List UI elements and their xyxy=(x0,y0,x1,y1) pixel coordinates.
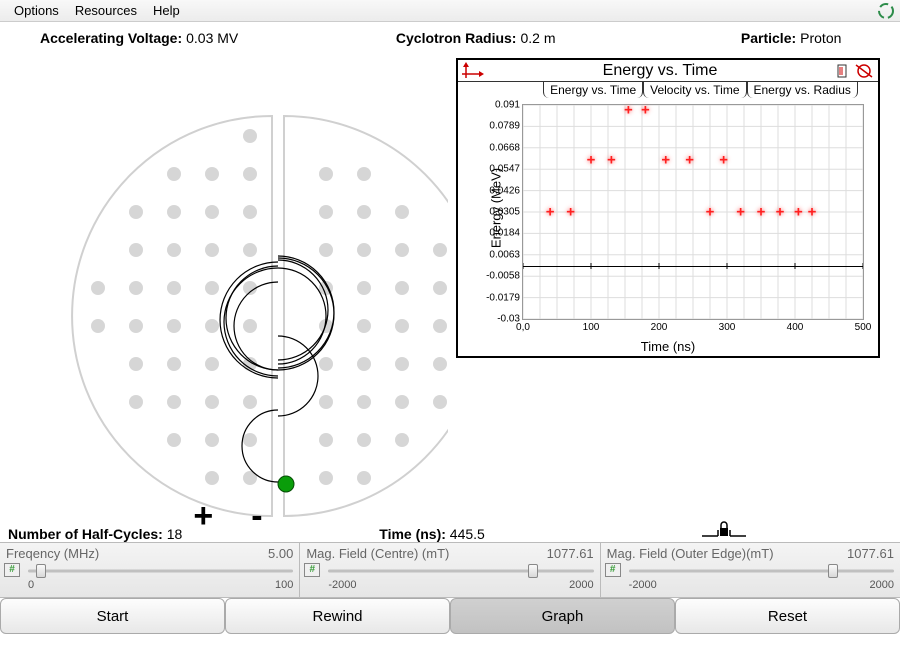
plus-label: + xyxy=(193,497,213,536)
particle-marker xyxy=(278,476,294,492)
data-point: + xyxy=(685,151,694,168)
cyclotron-view: + - xyxy=(8,46,448,526)
bedge-value: 1077.61 xyxy=(847,546,894,561)
bcentre-min: -2000 xyxy=(328,579,356,591)
data-point: + xyxy=(607,151,616,168)
tab-energy-radius[interactable]: Energy vs. Radius xyxy=(747,81,858,98)
menu-options[interactable]: Options xyxy=(6,1,67,20)
bcentre-slider[interactable] xyxy=(328,563,593,579)
app-logo-icon xyxy=(878,3,894,19)
slider-row: Freqency (MHz) 5.00 # 0 100 Mag. Field (… xyxy=(0,542,900,598)
freq-value: 5.00 xyxy=(268,546,293,561)
graph-title: Energy vs. Time xyxy=(484,62,836,80)
menu-help[interactable]: Help xyxy=(145,1,188,20)
rewind-button[interactable]: Rewind xyxy=(225,598,450,634)
minus-label: - xyxy=(251,497,262,536)
polarity-labels: + - xyxy=(8,497,448,536)
tab-velocity-time[interactable]: Velocity vs. Time xyxy=(643,81,746,98)
freq-label: Freqency (MHz) xyxy=(6,546,99,561)
data-point: + xyxy=(661,151,670,168)
data-point: + xyxy=(641,102,650,119)
freq-min: 0 xyxy=(28,579,34,591)
data-point: + xyxy=(757,204,766,221)
freq-slider[interactable] xyxy=(28,563,293,579)
cyclotron-svg xyxy=(8,46,448,526)
reset-button[interactable]: Reset xyxy=(675,598,900,634)
data-point: + xyxy=(624,102,633,119)
bcentre-max: 2000 xyxy=(569,579,593,591)
slider-bcentre: Mag. Field (Centre) (mT) 1077.61 # -2000… xyxy=(300,543,600,597)
x-axis-label: Time (ns) xyxy=(641,339,695,354)
data-point: + xyxy=(794,204,803,221)
freq-max: 100 xyxy=(275,579,293,591)
radius-value: 0.2 m xyxy=(520,30,555,46)
data-point: + xyxy=(808,204,817,221)
bcentre-value: 1077.61 xyxy=(547,546,594,561)
graph-tools-icon[interactable] xyxy=(836,62,876,80)
info-row: Accelerating Voltage: 0.03 MV Cyclotron … xyxy=(0,22,900,46)
data-point: + xyxy=(719,151,728,168)
bedge-max: 2000 xyxy=(870,579,894,591)
voltage-label: Accelerating Voltage: xyxy=(40,30,182,46)
bedge-label: Mag. Field (Outer Edge)(mT) xyxy=(607,546,774,561)
bedge-slider[interactable] xyxy=(629,563,894,579)
start-button[interactable]: Start xyxy=(0,598,225,634)
slider-bedge: Mag. Field (Outer Edge)(mT) 1077.61 # -2… xyxy=(601,543,900,597)
data-point: + xyxy=(587,151,596,168)
number-input-icon[interactable]: # xyxy=(304,563,320,577)
chart-area[interactable]: 0.0910.07890.06680.05470.04260.03050.018… xyxy=(522,104,864,320)
data-point: + xyxy=(736,204,745,221)
menu-resources[interactable]: Resources xyxy=(67,1,145,20)
data-point: + xyxy=(776,204,785,221)
button-row: Start Rewind Graph Reset xyxy=(0,598,900,634)
graph-tabs: Energy vs. Time Velocity vs. Time Energy… xyxy=(458,82,878,98)
voltage-value: 0.03 MV xyxy=(186,30,238,46)
number-input-icon[interactable]: # xyxy=(605,563,621,577)
graph-button[interactable]: Graph xyxy=(450,598,675,634)
data-point: + xyxy=(546,204,555,221)
radius-label: Cyclotron Radius: xyxy=(396,30,517,46)
axes-icon[interactable] xyxy=(460,62,484,80)
data-point: + xyxy=(706,204,715,221)
bedge-min: -2000 xyxy=(629,579,657,591)
particle-value: Proton xyxy=(800,30,841,46)
tab-energy-time[interactable]: Energy vs. Time xyxy=(543,81,643,98)
menubar: Options Resources Help xyxy=(0,0,900,22)
time-value: 445.5 xyxy=(450,526,485,542)
slider-frequency: Freqency (MHz) 5.00 # 0 100 xyxy=(0,543,300,597)
particle-label: Particle: xyxy=(741,30,796,46)
bcentre-label: Mag. Field (Centre) (mT) xyxy=(306,546,449,561)
number-input-icon[interactable]: # xyxy=(4,563,20,577)
graph-panel: Energy vs. Time Energy vs. Time Velocity… xyxy=(456,58,880,358)
data-point: + xyxy=(566,204,575,221)
lock-icon[interactable] xyxy=(702,520,746,540)
